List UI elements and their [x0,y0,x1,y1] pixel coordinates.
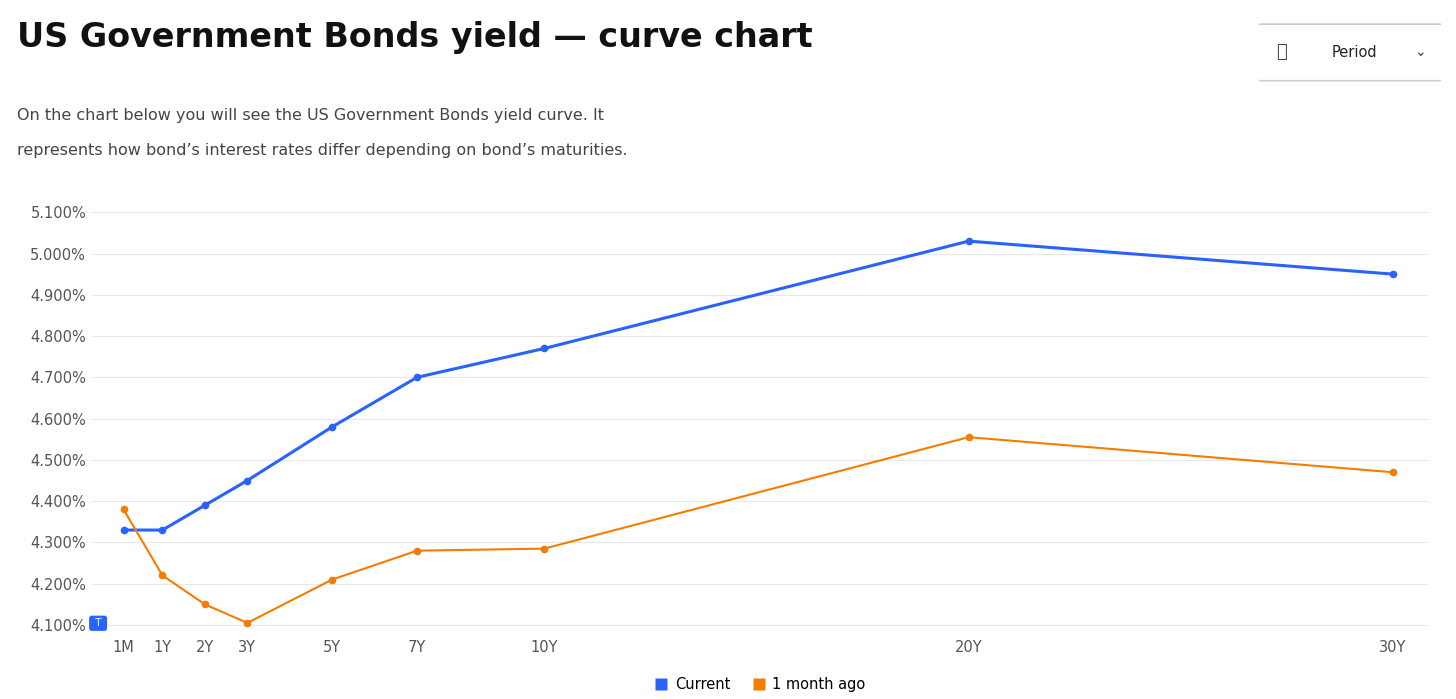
Text: Period: Period [1331,45,1377,60]
Text: On the chart below you will see the US Government Bonds yield curve. It: On the chart below you will see the US G… [17,108,604,123]
Text: US Government Bonds yield — curve chart: US Government Bonds yield — curve chart [17,21,812,54]
Text: represents how bond’s interest rates differ depending on bond’s maturities.: represents how bond’s interest rates dif… [17,143,628,158]
FancyBboxPatch shape [1254,24,1447,81]
Legend: Current, 1 month ago: Current, 1 month ago [648,671,872,698]
Text: ⌄: ⌄ [1414,45,1425,59]
Text: T: T [92,619,105,628]
Text: ⧉: ⧉ [1275,43,1287,62]
